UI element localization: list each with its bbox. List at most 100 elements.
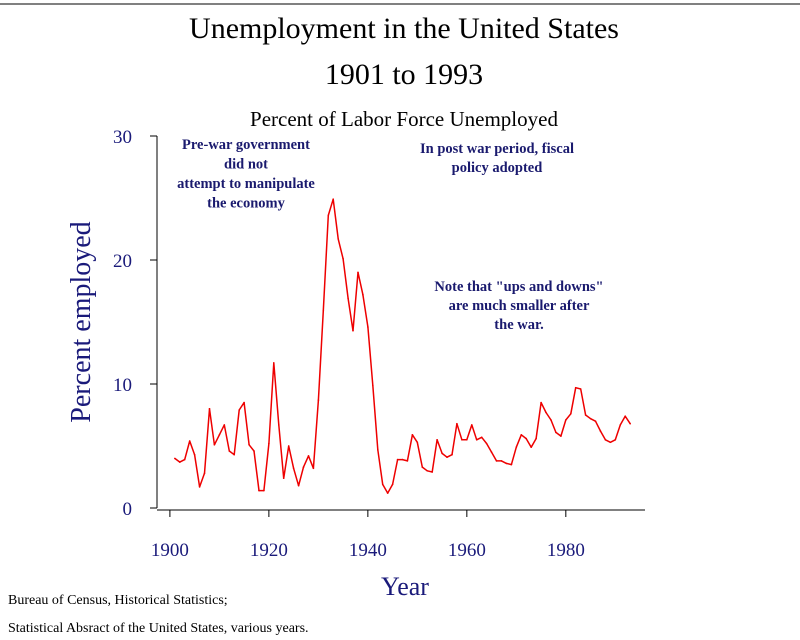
source-line-2: Statistical Absract of the United States… bbox=[8, 621, 309, 636]
chart-title-years: 1901 to 1993 bbox=[325, 58, 483, 91]
data-point bbox=[357, 271, 359, 274]
data-point bbox=[292, 467, 295, 470]
data-point bbox=[278, 424, 280, 426]
data-point bbox=[287, 445, 290, 447]
data-point bbox=[485, 442, 488, 445]
data-point bbox=[233, 453, 235, 456]
y-ticks: 0 10 20 30 bbox=[113, 127, 157, 520]
x-ticks: 1900 1920 1940 1960 1980 bbox=[151, 510, 585, 561]
data-point bbox=[307, 455, 310, 457]
data-point bbox=[570, 413, 572, 415]
data-point bbox=[253, 450, 255, 452]
annotation-line: policy adopted bbox=[452, 160, 543, 176]
y-tick-label: 20 bbox=[113, 251, 132, 272]
annotations: Pre-war government did not attempt to mani… bbox=[177, 137, 603, 333]
data-point bbox=[416, 441, 419, 444]
data-point bbox=[480, 436, 483, 439]
data-point bbox=[545, 411, 547, 414]
data-point bbox=[208, 408, 211, 410]
data-point bbox=[401, 458, 404, 461]
axes bbox=[156, 136, 645, 511]
data-point bbox=[555, 431, 557, 434]
source-line-1: Bureau of Census, Historical Statistics; bbox=[8, 593, 228, 608]
data-point bbox=[495, 460, 498, 462]
chart-subtitle: Percent of Labor Force Unemployed bbox=[250, 107, 558, 131]
data-point bbox=[535, 437, 537, 440]
data-point bbox=[604, 439, 607, 441]
y-tick-label: 0 bbox=[123, 499, 133, 520]
data-point bbox=[347, 297, 349, 300]
x-tick-label: 1920 bbox=[250, 540, 288, 561]
data-point bbox=[461, 439, 463, 441]
data-point bbox=[243, 401, 245, 404]
data-point bbox=[381, 483, 384, 486]
data-point bbox=[624, 415, 626, 418]
annotation-line: are much smaller after bbox=[449, 298, 590, 314]
data-point bbox=[268, 442, 270, 445]
data-point bbox=[263, 489, 265, 492]
data-point bbox=[500, 460, 503, 462]
data-point bbox=[322, 310, 325, 312]
data-point bbox=[317, 399, 320, 401]
data-point bbox=[396, 458, 399, 461]
data-point bbox=[312, 467, 315, 470]
data-point bbox=[426, 470, 429, 472]
data-point bbox=[560, 435, 562, 437]
annotation-line: attempt to manipulate bbox=[177, 176, 315, 192]
data-point bbox=[391, 483, 394, 486]
data-point bbox=[327, 214, 330, 217]
data-point bbox=[609, 441, 612, 444]
data-point bbox=[584, 414, 587, 416]
data-point bbox=[510, 463, 513, 466]
data-point bbox=[490, 451, 493, 454]
data-point bbox=[223, 424, 226, 426]
data-point bbox=[446, 456, 448, 459]
data-point bbox=[337, 238, 340, 240]
annotation-line: In post war period, fiscal bbox=[420, 141, 574, 157]
x-axis-label: Year bbox=[381, 572, 429, 601]
data-point bbox=[367, 326, 369, 328]
data-point bbox=[530, 446, 532, 449]
data-point bbox=[174, 457, 176, 460]
chart-title: Unemployment in the United States bbox=[189, 12, 619, 45]
data-point bbox=[406, 460, 409, 462]
y-tick-label: 30 bbox=[113, 127, 132, 148]
data-point bbox=[273, 362, 275, 364]
data-point bbox=[258, 489, 260, 492]
data-point bbox=[302, 466, 305, 468]
data-point bbox=[629, 422, 631, 425]
data-point bbox=[377, 448, 379, 451]
data-point bbox=[594, 420, 597, 423]
data-point bbox=[619, 424, 622, 426]
x-tick-label: 1940 bbox=[349, 540, 387, 561]
data-point bbox=[579, 388, 582, 390]
data-point bbox=[540, 401, 542, 404]
data-point bbox=[525, 437, 527, 440]
annotation-line: did not bbox=[224, 157, 268, 173]
x-tick-label: 1980 bbox=[547, 540, 585, 561]
data-point bbox=[441, 452, 443, 455]
data-point bbox=[372, 384, 374, 387]
data-point bbox=[248, 444, 250, 446]
data-point bbox=[515, 446, 518, 449]
y-tick-label: 10 bbox=[113, 375, 132, 396]
data-point bbox=[238, 409, 240, 411]
data-point bbox=[550, 419, 552, 421]
data-point bbox=[451, 453, 453, 456]
series-points bbox=[174, 198, 631, 494]
x-tick-label: 1960 bbox=[448, 540, 486, 561]
data-point bbox=[352, 329, 354, 332]
unemployment-series-line bbox=[174, 198, 631, 494]
data-point bbox=[228, 450, 231, 452]
data-point bbox=[520, 434, 523, 436]
data-point bbox=[505, 462, 508, 465]
data-point bbox=[297, 484, 300, 487]
annotation-line: Pre-war government bbox=[182, 137, 310, 153]
data-point bbox=[198, 486, 201, 488]
annotation-line: the economy bbox=[207, 196, 285, 212]
data-point bbox=[188, 440, 191, 442]
annotation-line: Note that "ups and downs" bbox=[434, 279, 603, 295]
data-point bbox=[436, 439, 438, 441]
data-point bbox=[203, 472, 206, 475]
